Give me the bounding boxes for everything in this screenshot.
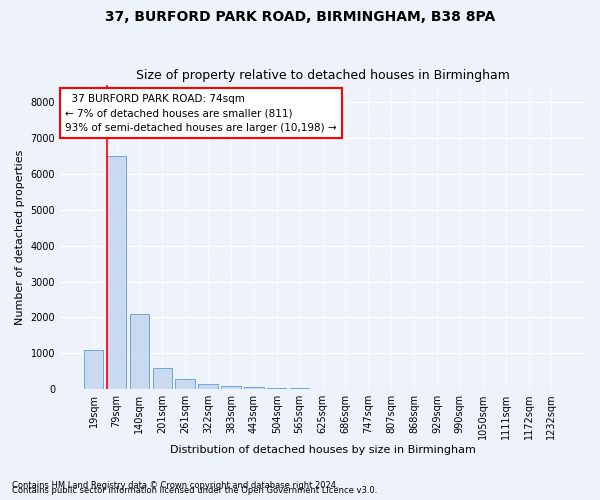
Bar (290, 388, 310, 389)
Bar (267, 388, 286, 389)
Bar (244, 387, 263, 389)
Title: Size of property relative to detached houses in Birmingham: Size of property relative to detached ho… (136, 69, 509, 82)
Text: Contains HM Land Registry data © Crown copyright and database right 2024.: Contains HM Land Registry data © Crown c… (12, 481, 338, 490)
Bar (130, 314, 149, 389)
Text: Contains public sector information licensed under the Open Government Licence v3: Contains public sector information licen… (12, 486, 377, 495)
Bar (175, 379, 195, 389)
Text: 37, BURFORD PARK ROAD, BIRMINGHAM, B38 8PA: 37, BURFORD PARK ROAD, BIRMINGHAM, B38 8… (105, 10, 495, 24)
Text: 37 BURFORD PARK ROAD: 74sqm
← 7% of detached houses are smaller (811)
93% of sem: 37 BURFORD PARK ROAD: 74sqm ← 7% of deta… (65, 94, 337, 134)
Bar (107, 156, 126, 389)
Bar (221, 386, 241, 389)
Bar (84, 350, 103, 389)
Bar (152, 368, 172, 389)
X-axis label: Distribution of detached houses by size in Birmingham: Distribution of detached houses by size … (170, 445, 475, 455)
Bar (199, 384, 218, 389)
Y-axis label: Number of detached properties: Number of detached properties (15, 149, 25, 324)
